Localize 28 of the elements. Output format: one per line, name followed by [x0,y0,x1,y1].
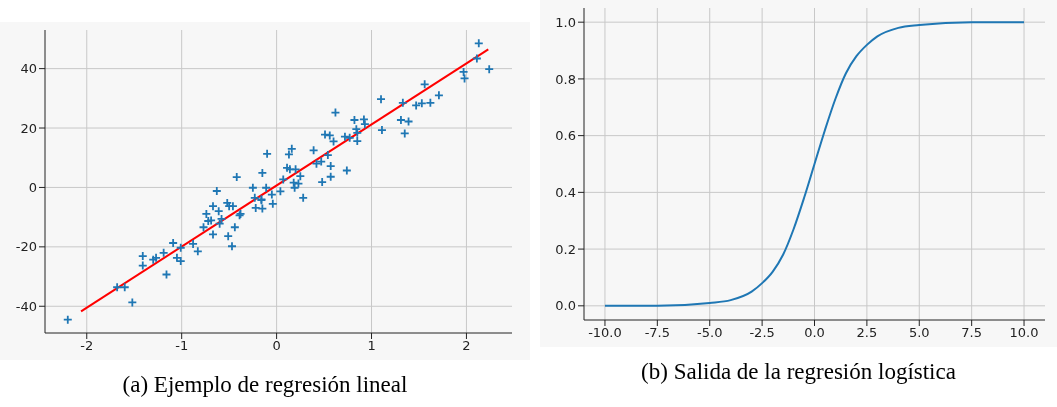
y-tick-label: 0 [28,180,37,196]
x-tick-label: -10.0 [588,325,622,341]
x-tick-label: -7.5 [644,325,671,341]
y-tick-label: 20 [20,120,37,136]
y-tick-label: -40 [15,298,37,314]
y-tick-label: 40 [20,61,37,77]
y-tick-label: 1.0 [555,14,576,30]
x-tick-label: 2.5 [856,325,878,341]
x-tick-label: 0 [272,338,281,354]
y-tick-label: 0.4 [555,184,576,200]
y-tick-label: 0.2 [555,241,576,257]
x-tick-label: 0.0 [804,325,825,341]
y-tick-label: 0.6 [555,128,576,144]
text: (b) Salida de la regresión logística [640,359,957,385]
x-tick-label: -1 [175,338,189,354]
x-tick-label: 1 [367,338,376,354]
x-tick-label: 5.0 [908,325,930,341]
x-tick-label: -2.5 [749,325,775,341]
x-tick-label: 10.0 [1009,325,1039,341]
y-tick-label: -20 [15,239,37,255]
x-tick-label: -2 [80,338,94,354]
x-tick-label: -5.0 [697,325,723,341]
x-tick-label: 7.5 [961,325,982,341]
y-tick-label: 0.0 [555,298,576,314]
line-series [603,21,1026,307]
text: (a) Ejemplo de regresión lineal [121,372,409,398]
x-tick-label: 2 [462,338,471,354]
y-tick-label: 0.8 [555,71,576,87]
